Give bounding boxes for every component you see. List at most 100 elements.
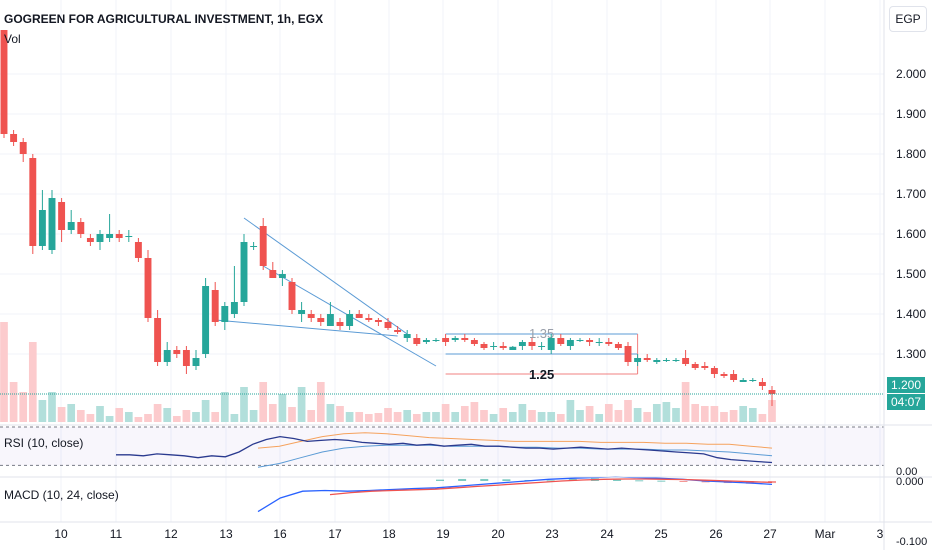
candle-body	[86, 238, 94, 242]
volume-bar	[748, 408, 757, 422]
volume-bar	[412, 414, 421, 422]
candle-body	[211, 290, 219, 322]
volume-bar	[652, 404, 661, 422]
candle-body	[538, 346, 546, 347]
time-tick-label: 27	[763, 527, 777, 541]
volume-bar	[470, 402, 479, 422]
candle-body	[269, 270, 277, 278]
candle-body	[374, 320, 382, 322]
candle-body	[355, 314, 363, 318]
volume-bar	[124, 412, 133, 422]
volume-bar	[700, 406, 709, 422]
candle-body	[480, 344, 488, 348]
candle-body	[346, 314, 354, 326]
candle-body	[134, 242, 142, 258]
candle-body	[96, 234, 104, 242]
volume-bar	[115, 408, 124, 422]
volume-bar	[9, 382, 18, 422]
volume-bar	[710, 406, 719, 422]
volume-bar	[489, 414, 498, 422]
time-tick-label: Mar	[815, 527, 836, 541]
candle-body	[115, 234, 123, 238]
chart-title: GOGREEN FOR AGRICULTURAL INVESTMENT, 1h,…	[4, 12, 324, 26]
volume-bar	[76, 410, 85, 422]
grid	[0, 0, 884, 522]
candle-body	[413, 338, 421, 344]
macd-histogram-bar	[635, 480, 644, 482]
volume-label: Vol	[4, 32, 21, 46]
candle-body	[0, 30, 8, 134]
candle-body	[470, 340, 478, 344]
candle-body	[163, 350, 171, 362]
candle-body	[106, 234, 114, 238]
volume-bar	[576, 410, 584, 422]
volume-bar	[326, 404, 335, 422]
time-tick-label: 11	[110, 527, 123, 541]
volume-bar	[307, 410, 316, 422]
volume-bar	[624, 400, 632, 422]
volume-bar	[480, 410, 488, 422]
volume-bar	[614, 410, 623, 422]
volume-bar	[518, 404, 527, 422]
candle-body	[326, 314, 334, 326]
candle-body	[547, 338, 555, 350]
volume-bar	[720, 412, 728, 422]
candle-body	[29, 158, 37, 246]
candle-body	[154, 318, 162, 362]
candle-body	[672, 360, 680, 361]
rsi-upper-band	[257, 432, 773, 449]
volume-bar	[57, 407, 66, 422]
candle-body	[518, 342, 526, 346]
rsi-line	[116, 435, 773, 464]
volume-bar	[336, 406, 344, 422]
candle-body	[634, 358, 642, 362]
volume-bar	[403, 410, 412, 422]
macd-histogram-bar	[613, 479, 622, 481]
volume-bar	[441, 404, 450, 422]
macd-axis-label: 0.00	[896, 466, 917, 478]
candle-body	[566, 340, 574, 346]
volume-bar	[633, 408, 642, 422]
volume-bar	[240, 387, 248, 422]
volume-bar	[86, 414, 95, 422]
time-tick-label: 3	[877, 527, 884, 541]
candle-body	[682, 358, 690, 364]
candle-body	[442, 338, 450, 342]
macd-histogram-bar	[502, 479, 511, 481]
last-price-tag: 1.200	[887, 377, 925, 393]
annotation-1-25: 1.25	[529, 367, 554, 382]
candle-body	[250, 246, 258, 247]
candle-body	[48, 198, 56, 250]
candle-body	[144, 258, 152, 318]
time-tick-label: 17	[328, 527, 342, 541]
candle-body	[365, 318, 373, 320]
macd-histogram-bar	[657, 480, 666, 482]
candle-body	[701, 366, 709, 368]
candle-body	[403, 334, 411, 338]
candle-body	[691, 364, 699, 368]
price-tick-label: 1.900	[896, 107, 926, 121]
macd-histogram-bar	[701, 481, 710, 483]
rsi-title: RSI (10, close)	[4, 436, 84, 450]
currency-button[interactable]: EGP	[889, 6, 927, 32]
time-tick-label: 19	[436, 527, 450, 541]
price-tick-label: 1.300	[896, 347, 926, 361]
volume-bar	[268, 404, 277, 422]
volume-bar	[28, 342, 37, 422]
volume-bar	[499, 408, 508, 422]
candle-body	[528, 342, 536, 346]
candle-body	[614, 344, 622, 348]
volume-bar	[153, 404, 162, 422]
candle-body	[192, 358, 200, 366]
price-tick-label: 1.700	[896, 187, 926, 201]
macd-histogram-bar	[546, 480, 555, 482]
macd-histogram-bar	[480, 478, 489, 481]
volume-bar	[566, 400, 575, 422]
volume-bar	[163, 408, 172, 422]
candle-body	[298, 310, 306, 314]
candle-body	[58, 202, 66, 230]
candle-body	[125, 236, 133, 237]
volume-bar	[192, 412, 200, 422]
price-tick-label: 2.000	[896, 67, 926, 81]
